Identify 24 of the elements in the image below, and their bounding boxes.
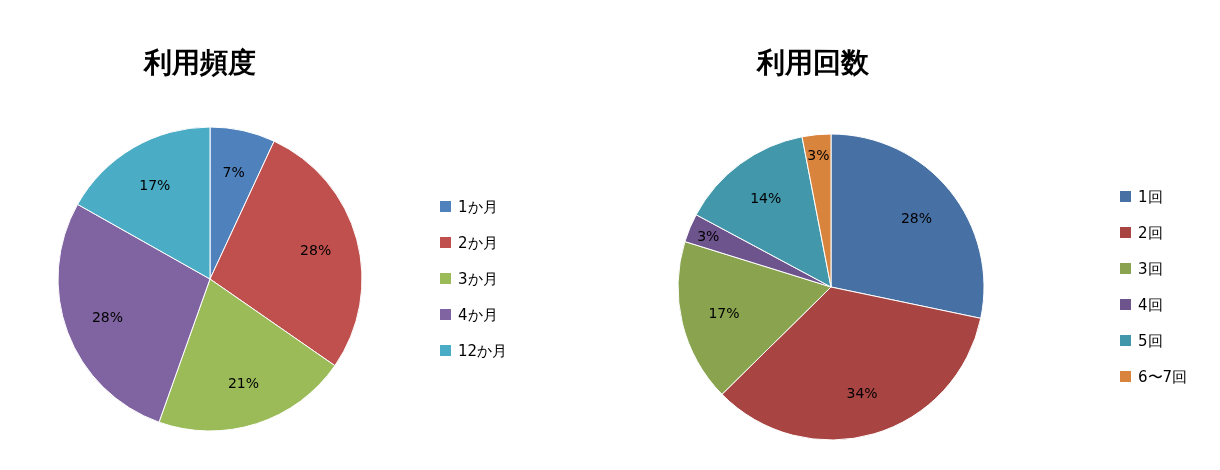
legend-label: 3か月 [458, 270, 498, 288]
legend-label: 1回 [1138, 188, 1163, 206]
data-label: 3% [697, 227, 720, 244]
legend-label: 1か月 [458, 198, 498, 216]
data-label: 3% [807, 146, 830, 163]
data-label: 21% [227, 375, 260, 392]
data-label: 17% [139, 176, 171, 193]
data-label: 17% [708, 304, 740, 321]
chart-title: 利用頻度 [143, 46, 256, 79]
data-label: 7% [222, 164, 245, 181]
legend-label: 2回 [1138, 224, 1163, 242]
data-label: 28% [91, 309, 124, 326]
legend-label: 3回 [1138, 260, 1163, 278]
legend-label: 2か月 [458, 234, 498, 252]
legend-label: 5回 [1138, 332, 1163, 350]
data-label: 28% [300, 242, 332, 259]
legend-label: 4か月 [458, 306, 498, 324]
data-label: 14% [750, 190, 782, 207]
chart-title: 利用回数 [756, 46, 870, 79]
legend-label: 12か月 [458, 342, 508, 360]
data-label: 28% [900, 209, 933, 226]
legend-label: 4回 [1138, 296, 1163, 314]
data-label: 34% [846, 384, 878, 401]
legend-label: 6〜7回 [1138, 368, 1188, 386]
